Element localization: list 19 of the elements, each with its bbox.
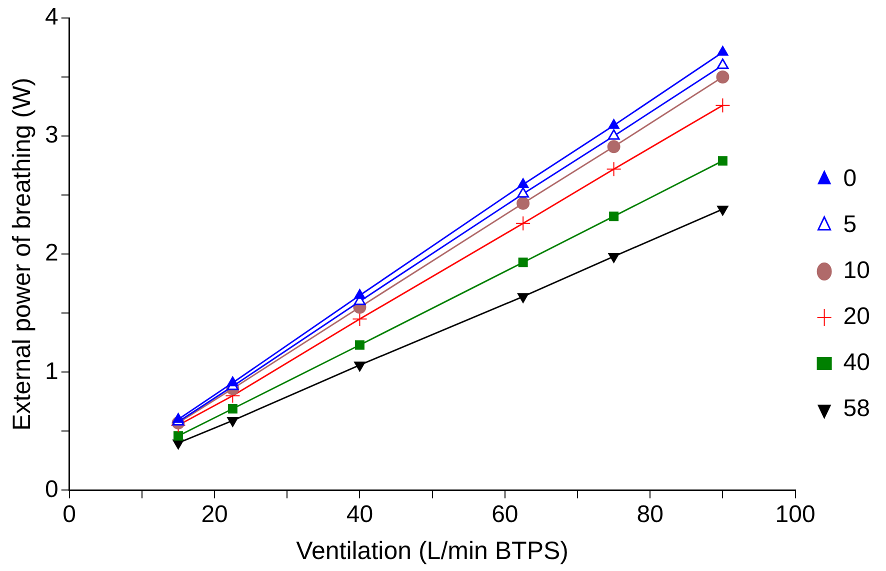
legend-label: 20 bbox=[843, 303, 870, 330]
x-tick-label: 80 bbox=[636, 501, 664, 528]
y-tick-label: 3 bbox=[44, 122, 58, 149]
legend-label: 5 bbox=[843, 211, 857, 238]
x-tick-label: 20 bbox=[201, 501, 228, 528]
x-axis-title: Ventilation (L/min BTPS) bbox=[296, 536, 568, 565]
x-tick-label: 60 bbox=[492, 501, 518, 528]
y-tick-label: 0 bbox=[44, 476, 58, 503]
y-axis-title: External power of breathing (W) bbox=[8, 78, 36, 431]
legend-label: 0 bbox=[843, 165, 857, 192]
legend-label: 40 bbox=[843, 349, 870, 376]
x-tick-label: 100 bbox=[775, 501, 816, 528]
x-tick-label: 0 bbox=[62, 501, 76, 528]
legend-label: 58 bbox=[843, 395, 870, 422]
y-tick-label: 1 bbox=[44, 358, 58, 385]
y-tick-label: 4 bbox=[44, 4, 58, 31]
x-tick-label: 40 bbox=[346, 501, 374, 528]
legend-label: 10 bbox=[843, 257, 870, 284]
y-tick-label: 2 bbox=[44, 240, 58, 267]
